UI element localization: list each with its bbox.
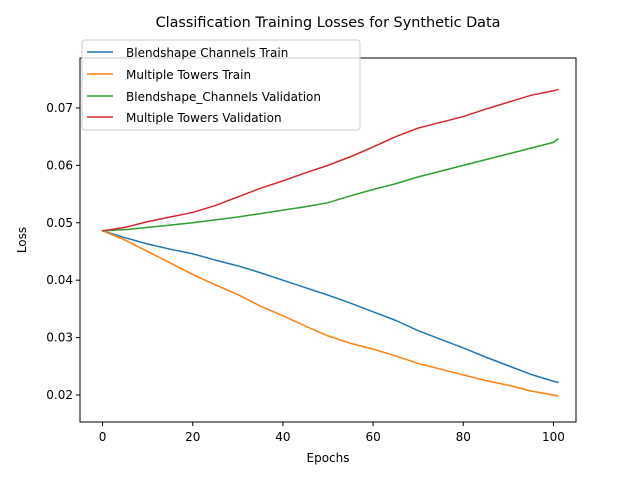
y-tick-label: 0.07 [46, 101, 73, 115]
y-tick-label: 0.02 [46, 388, 73, 402]
y-tick-label: 0.06 [46, 158, 73, 172]
y-tick-label: 0.03 [46, 331, 73, 345]
series-line-3 [101, 88, 559, 232]
legend-box [81, 39, 361, 131]
series-layer [101, 88, 559, 397]
x-tick-label: 20 [185, 430, 200, 444]
legend-label-towers-train: Multiple Towers Train [126, 68, 251, 82]
x-axis-title: Epochs [307, 451, 350, 465]
legend: Blendshape Channels Train Multiple Tower… [81, 39, 361, 131]
series-line-0 [101, 230, 559, 384]
y-axis-title: Loss [15, 227, 29, 253]
legend-label-towers-validation: Multiple Towers Validation [126, 111, 282, 125]
x-tick-label: 60 [365, 430, 380, 444]
legend-label-blendshape-validation: Blendshape_Channels Validation [126, 90, 321, 104]
x-axis-ticks: 0 20 40 60 80 100 [99, 422, 565, 444]
series-line-2 [101, 138, 559, 232]
y-axis-ticks: 0.02 0.03 0.04 0.05 0.06 0.07 [46, 101, 80, 402]
y-tick-label: 0.05 [46, 216, 73, 230]
x-tick-label: 40 [275, 430, 290, 444]
series-line-1 [101, 230, 559, 397]
x-tick-label: 100 [542, 430, 565, 444]
x-tick-label: 80 [456, 430, 471, 444]
y-tick-label: 0.04 [46, 273, 73, 287]
x-tick-label: 0 [99, 430, 107, 444]
legend-label-blendshape-train: Blendshape Channels Train [126, 46, 288, 60]
chart-title: Classification Training Losses for Synth… [156, 15, 501, 31]
